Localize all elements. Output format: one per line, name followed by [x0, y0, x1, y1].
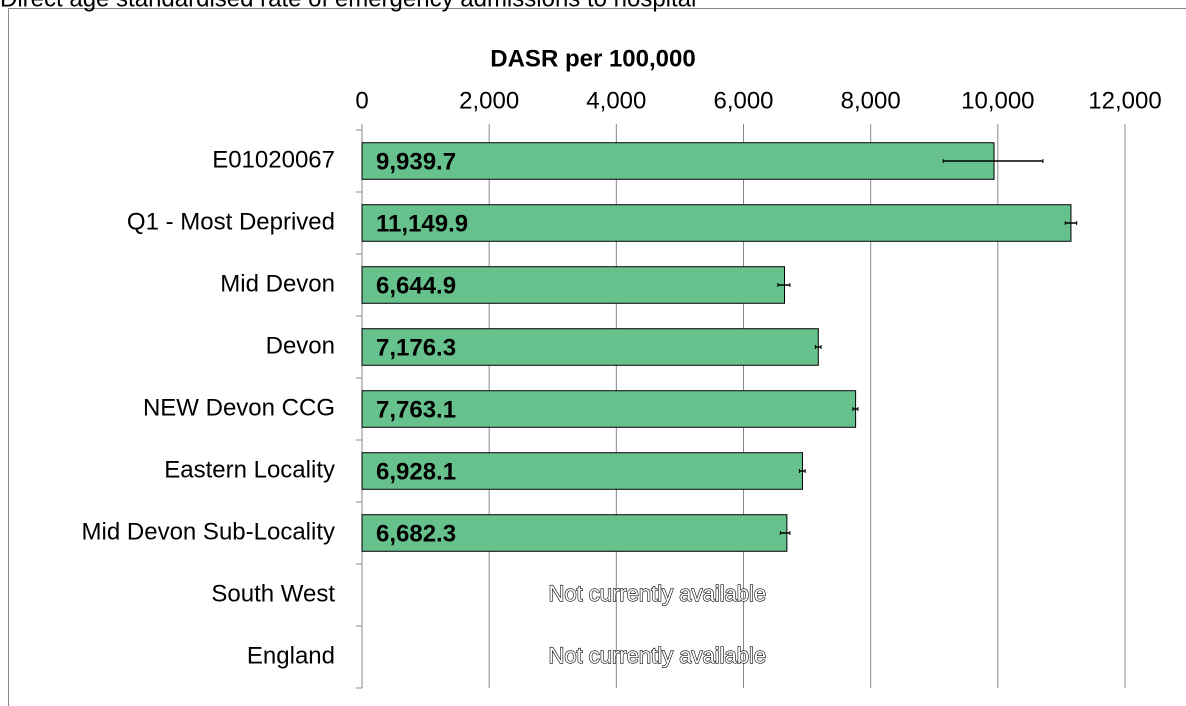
bar	[361, 514, 788, 552]
y-tick-label: England	[247, 642, 335, 669]
not-available-label: Not currently available	[548, 581, 766, 606]
x-tick-label: 12,000	[1088, 87, 1161, 114]
y-tick-label: NEW Devon CCG	[143, 394, 335, 421]
bar	[361, 328, 819, 366]
y-tick-label: South West	[211, 580, 335, 607]
x-tick-label: 2,000	[459, 87, 519, 114]
value-label: 11,149.9	[376, 210, 468, 237]
x-tick-label: 10,000	[961, 87, 1034, 114]
value-label: 7,176.3	[376, 334, 456, 361]
value-label: 6,644.9	[376, 272, 456, 299]
value-label: 7,763.1	[376, 396, 456, 423]
not-available-label: Not currently available	[548, 643, 766, 668]
y-tick-label: Q1 - Most Deprived	[127, 208, 335, 235]
x-tick-label: 0	[355, 87, 368, 114]
x-tick-label: 4,000	[586, 87, 646, 114]
bar	[361, 142, 995, 180]
x-tick-label: 8,000	[841, 87, 901, 114]
y-tick-label: Eastern Locality	[164, 456, 335, 483]
value-label: 9,939.7	[376, 148, 456, 175]
y-tick-label: Mid Devon	[220, 270, 335, 297]
bar	[361, 390, 857, 428]
x-tick-label: 6,000	[713, 87, 773, 114]
y-tick-label: E01020067	[212, 146, 335, 173]
bar	[361, 266, 786, 304]
value-label: 6,928.1	[376, 458, 456, 485]
axis-title: DASR per 100,000	[490, 45, 695, 72]
y-tick-label: Mid Devon Sub-Locality	[82, 518, 335, 545]
chart-title: Direct age standardised rate of emergenc…	[0, 0, 696, 12]
bar	[361, 204, 1072, 242]
value-label: 6,682.3	[376, 520, 456, 547]
y-tick-label: Devon	[266, 332, 335, 359]
